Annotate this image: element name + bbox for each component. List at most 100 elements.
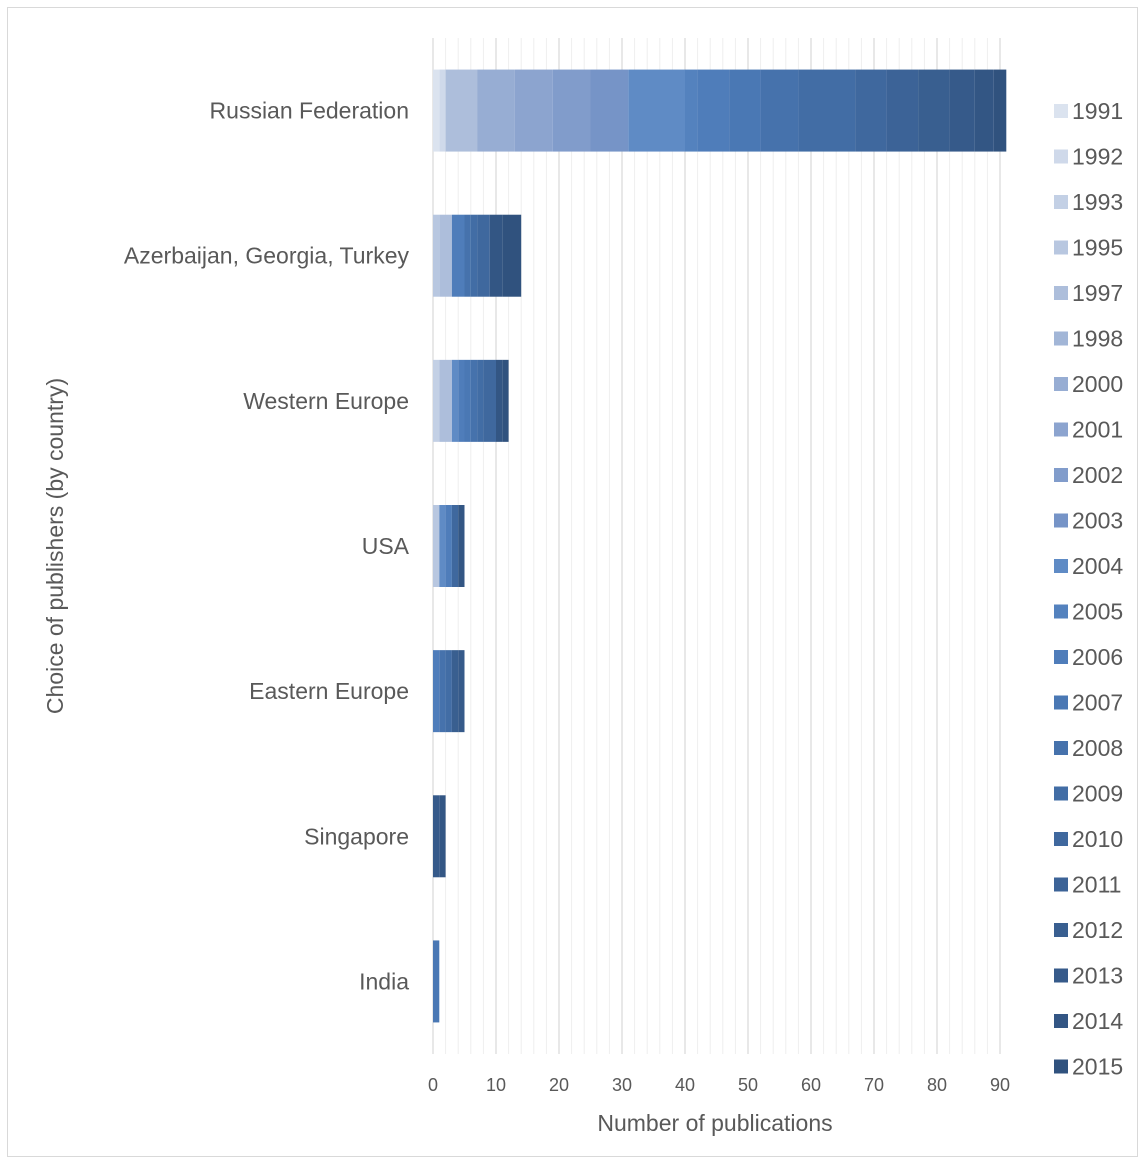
bar-segment-1995	[433, 214, 440, 297]
bar-segment-2010	[451, 505, 459, 587]
bar-segment-2004	[628, 69, 685, 152]
legend-label: 2000	[1072, 371, 1123, 397]
legend-swatch	[1054, 240, 1068, 255]
legend-label: 2015	[1072, 1054, 1123, 1080]
x-tick-label: 70	[864, 1075, 884, 1095]
legend-swatch	[1054, 832, 1068, 846]
bar-segment-2005	[685, 69, 698, 152]
bar-segment-2010	[477, 214, 490, 297]
legend-swatch	[1054, 877, 1068, 892]
gridlines	[432, 38, 1001, 1054]
legend-label: 2013	[1072, 963, 1123, 989]
category-label: USA	[362, 533, 410, 559]
bar-segment-2014	[974, 69, 994, 152]
bar-segment-2013	[458, 650, 465, 733]
bar-segment-2006	[445, 505, 452, 587]
bar-segment-2014	[489, 214, 503, 297]
bar-segment-2015	[502, 214, 522, 297]
bar-segment-2012	[451, 650, 459, 733]
legend-label: 1993	[1072, 189, 1123, 215]
bar-segment-2013	[433, 795, 440, 878]
bar-segment-2007	[464, 359, 471, 442]
x-tick-labels: 0 10 20 30 40 50 60 70 80 90	[428, 1075, 1010, 1095]
legend-swatch	[1054, 377, 1068, 391]
x-axis-title: Number of publications	[597, 1110, 832, 1136]
bar-segment-1993	[433, 359, 440, 442]
x-tick-label: 30	[612, 1075, 632, 1095]
bar-segment-1995	[433, 505, 440, 587]
bar-segment-2004	[451, 359, 459, 442]
legend-label: 2002	[1072, 462, 1123, 488]
legend-swatch	[1054, 286, 1068, 300]
legend-label: 2012	[1072, 917, 1123, 943]
bar-segment-2007	[729, 69, 761, 152]
x-tick-label: 0	[428, 1075, 438, 1095]
y-axis-title: Choice of publishers (by country)	[42, 378, 68, 714]
legend-swatch	[1054, 695, 1068, 710]
bar-segment-2003	[590, 69, 629, 152]
legend-swatch	[1054, 1014, 1068, 1028]
bar-segment-2015	[993, 69, 1007, 152]
bar-segment-1991	[433, 69, 440, 152]
bar-segment-2006	[433, 650, 440, 733]
bar-segment-2013	[949, 69, 975, 152]
bar-segment-2008	[760, 69, 799, 152]
category-label: Eastern Europe	[249, 678, 409, 704]
legend-label: 2011	[1072, 872, 1121, 898]
legend-swatch	[1054, 195, 1068, 209]
legend-swatch	[1054, 422, 1068, 437]
legend-label: 2010	[1072, 826, 1123, 852]
legend-label: 1992	[1072, 144, 1123, 170]
bar-segment-2001	[514, 69, 553, 152]
bar-segment-2008	[439, 650, 446, 733]
category-label: Singapore	[304, 823, 409, 849]
bar-segment-1992	[439, 69, 446, 152]
legend-label: 2006	[1072, 644, 1123, 670]
bar-segment-2008	[464, 214, 471, 297]
bar-segment-2004	[439, 505, 446, 587]
legend-label: 2005	[1072, 599, 1123, 625]
category-label: Azerbaijan, Georgia, Turkey	[124, 243, 410, 269]
bar-segment-2006	[451, 214, 465, 297]
legend-label: 2014	[1072, 1008, 1123, 1034]
legend-label: 2004	[1072, 553, 1123, 579]
bar-segment-2006	[458, 359, 465, 442]
legend-swatch	[1054, 331, 1068, 346]
legend-label: 1991	[1072, 98, 1123, 124]
bar-segment-2014	[496, 359, 503, 442]
x-tick-label: 40	[675, 1075, 695, 1095]
legend-swatch	[1054, 604, 1068, 619]
legend-swatch	[1054, 1059, 1068, 1074]
x-tick-label: 80	[927, 1075, 947, 1095]
legend-swatch	[1054, 513, 1068, 528]
legend-swatch	[1054, 104, 1068, 118]
legend: 1991 1992 1993 1995 1997 1998 2000 2001 2002 2003…	[1054, 98, 1123, 1080]
legend-label: 2008	[1072, 735, 1123, 761]
legend-label: 1998	[1072, 326, 1123, 352]
bar-segment-2010	[483, 359, 496, 442]
x-tick-label: 60	[801, 1075, 821, 1095]
category-label: India	[359, 968, 409, 994]
legend-swatch	[1054, 559, 1068, 573]
bar-segment-2008	[470, 359, 478, 442]
legend-swatch	[1054, 468, 1068, 482]
legend-swatch	[1054, 650, 1068, 664]
bar-segment-1997	[439, 359, 452, 442]
bar-segment-1997	[445, 69, 478, 152]
x-tick-label: 90	[990, 1075, 1010, 1095]
legend-label: 1997	[1072, 280, 1123, 306]
bar-segment-2011	[886, 69, 919, 152]
legend-swatch	[1054, 149, 1068, 164]
bar-segment-2009	[470, 214, 478, 297]
category-labels: Russian Federation Azerbaijan, Georgia, T…	[124, 98, 410, 995]
bar-segment-2006	[697, 69, 730, 152]
legend-label: 2009	[1072, 781, 1123, 807]
x-tick-label: 50	[738, 1075, 758, 1095]
legend-swatch	[1054, 786, 1068, 801]
bar-segment-2002	[552, 69, 591, 152]
x-tick-label: 10	[486, 1075, 506, 1095]
bar-segment-2007	[433, 940, 440, 1023]
bar-segment-2009	[445, 650, 452, 733]
bar-segment-2015	[502, 359, 509, 442]
